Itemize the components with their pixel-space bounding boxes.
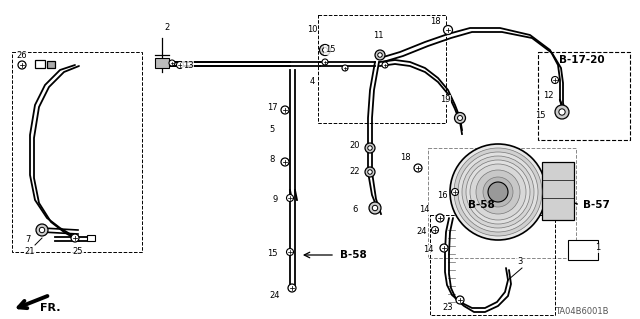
Bar [542,162,574,220]
Text: 9: 9 [273,196,278,204]
Text: 22: 22 [349,167,360,176]
Text: 18: 18 [429,18,440,26]
Circle shape [559,109,565,115]
Text: 3: 3 [517,257,523,266]
Circle shape [483,177,513,207]
Text: 26: 26 [17,50,28,60]
Text: 15: 15 [535,110,545,120]
Text: 19: 19 [440,95,451,105]
Circle shape [458,152,538,232]
Circle shape [440,244,448,252]
Circle shape [555,105,569,119]
Circle shape [322,59,328,65]
Circle shape [288,284,296,292]
Bar [318,15,446,123]
Circle shape [169,60,175,66]
Circle shape [372,205,378,211]
Circle shape [287,249,294,256]
Text: 2: 2 [164,24,170,33]
Circle shape [319,44,330,56]
Text: 23: 23 [443,303,453,313]
Circle shape [368,146,372,150]
Bar [12,52,142,252]
Text: 7: 7 [26,235,31,244]
Text: B-57: B-57 [583,200,610,210]
Text: 5: 5 [269,125,275,135]
Text: 4: 4 [309,78,315,86]
Circle shape [444,26,452,34]
Circle shape [71,234,79,242]
Text: TA04B6001B: TA04B6001B [556,308,609,316]
Text: 25: 25 [73,248,83,256]
Circle shape [466,160,530,224]
Bar [47,61,55,68]
Circle shape [18,61,26,69]
Circle shape [281,106,289,114]
Text: 11: 11 [372,31,383,40]
Text: 14: 14 [419,205,429,214]
Text: B-58: B-58 [468,200,495,210]
Circle shape [378,53,382,57]
Circle shape [177,62,184,69]
Text: 24: 24 [417,227,428,236]
Circle shape [281,158,289,166]
Text: 13: 13 [182,61,193,70]
Circle shape [456,296,464,304]
Text: 17: 17 [267,103,277,113]
Circle shape [470,164,526,220]
Circle shape [552,77,559,84]
Circle shape [382,62,388,68]
Circle shape [451,189,458,196]
Text: 20: 20 [349,140,360,150]
Circle shape [454,113,465,123]
Text: 15: 15 [324,46,335,55]
Circle shape [488,182,508,202]
Circle shape [323,48,328,52]
Text: 21: 21 [25,248,35,256]
Bar [538,52,630,140]
Bar [87,235,95,241]
Bar [568,240,598,260]
Text: 18: 18 [400,153,410,162]
Text: 14: 14 [423,246,433,255]
Circle shape [414,164,422,172]
Bar [428,148,576,258]
Text: 1: 1 [595,243,600,253]
Circle shape [476,170,520,214]
Circle shape [342,65,348,71]
Bar [35,60,45,68]
Circle shape [369,202,381,214]
Text: 6: 6 [352,205,358,214]
Circle shape [368,170,372,174]
Circle shape [458,115,463,121]
Circle shape [365,167,375,177]
Circle shape [454,148,542,236]
Text: 16: 16 [436,190,447,199]
Text: 15: 15 [267,249,277,258]
Circle shape [365,143,375,153]
Bar [430,215,555,315]
Circle shape [436,214,444,222]
Text: B-58: B-58 [340,250,367,260]
Circle shape [431,226,438,234]
Text: 12: 12 [543,91,553,100]
Bar [155,58,169,68]
Text: 24: 24 [269,291,280,300]
Circle shape [287,195,294,202]
Circle shape [39,227,45,233]
Text: 10: 10 [307,26,317,34]
Text: B-17-20: B-17-20 [559,55,605,65]
Text: FR.: FR. [40,303,60,313]
Circle shape [450,144,546,240]
Circle shape [36,224,48,236]
Text: 8: 8 [269,155,275,165]
Circle shape [375,50,385,60]
Circle shape [462,156,534,228]
